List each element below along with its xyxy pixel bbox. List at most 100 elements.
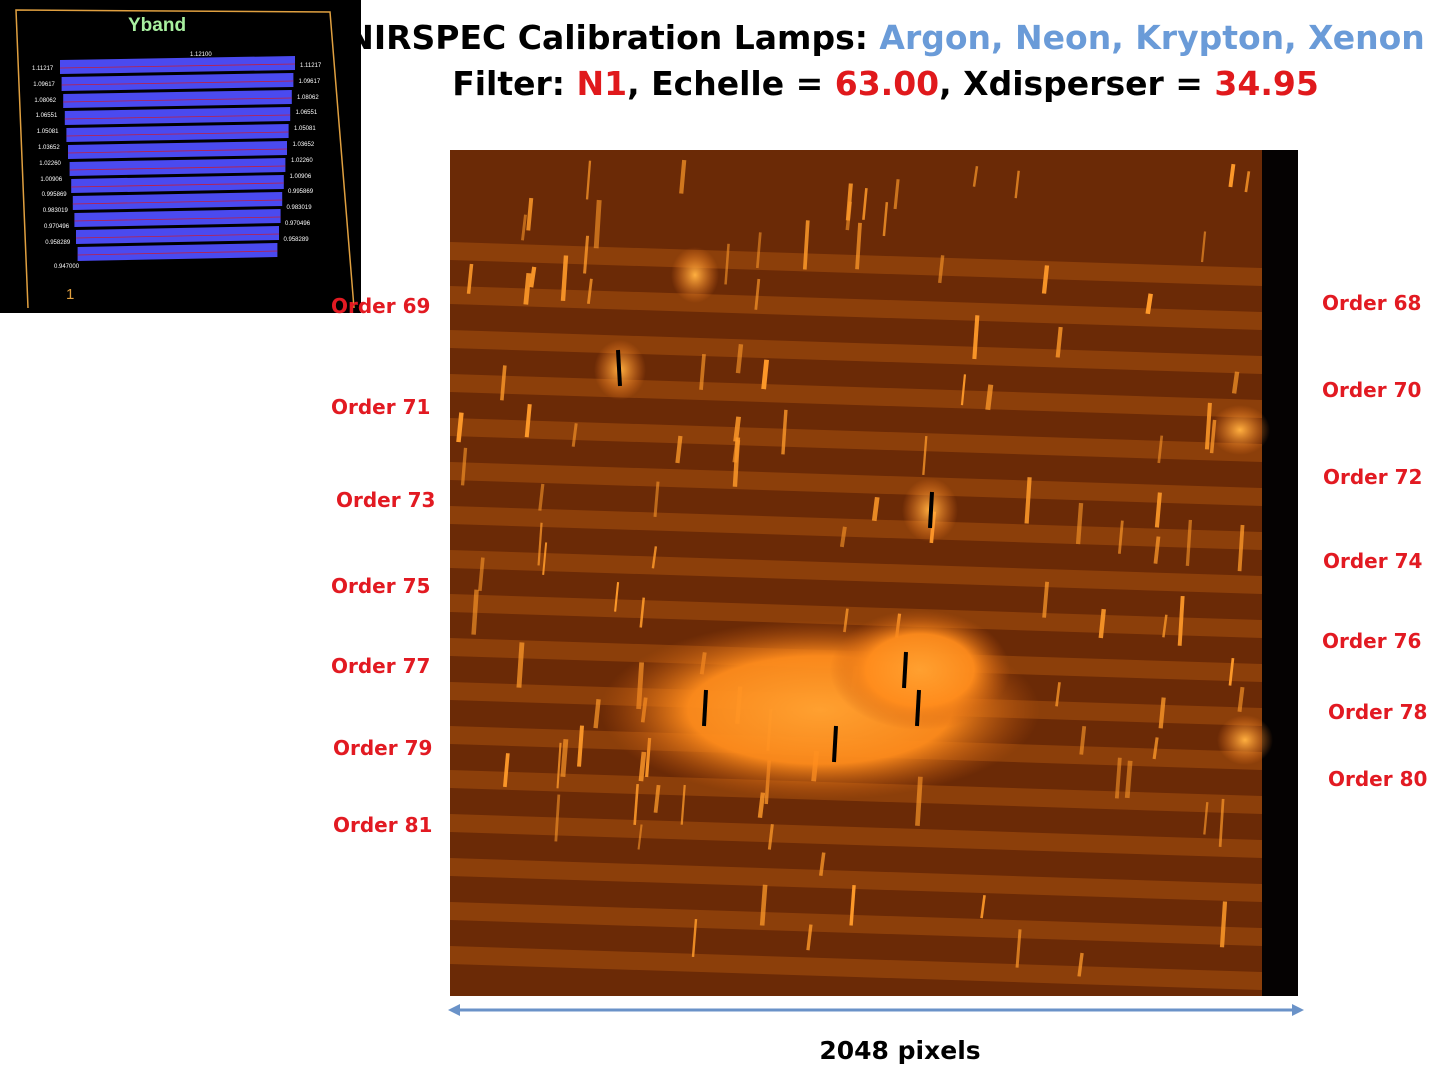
emission-line [871,496,880,522]
emission-line [1154,492,1162,528]
emission-line [614,582,620,612]
emission-line [637,824,643,850]
emission-line [1042,581,1050,618]
emission-line [1244,171,1251,193]
emission-line [521,214,527,241]
emission-line [767,824,774,850]
inset-left-value: 1.11217 [32,66,54,72]
order-label-right: Order 72 [1323,465,1423,489]
inset-order-divider [63,97,292,103]
emission-line [593,199,602,249]
emission-line [1177,595,1185,646]
inset-order-bar [68,141,287,159]
emission-line [587,278,593,304]
emission-line [1145,293,1153,315]
emission-line [1114,757,1122,799]
inset-order-divider [64,114,291,120]
width-arrow [448,1004,1304,1016]
inset-order-divider [69,165,286,171]
order-label-left: Order 75 [331,574,431,598]
emission-line [593,698,601,729]
inset-order-divider [67,148,288,154]
emission-line [556,742,562,789]
width-label: 2048 pixels [819,1036,981,1065]
emission-line [735,344,744,374]
order-label-right: Order 68 [1322,291,1422,315]
emission-line [759,884,768,926]
emission-line [1015,929,1022,968]
xdisperser-label: , Xdisperser = [939,64,1203,103]
emission-line [1152,737,1159,760]
order-label-right: Order 74 [1323,549,1423,573]
emission-line [577,725,585,767]
inset-right-value: 0.995869 [288,189,314,196]
emission-line [1153,536,1161,564]
emission-line [1077,952,1084,977]
filter-label: Filter: [452,64,565,103]
emission-line [500,365,507,401]
echellogram-image [450,150,1298,996]
emission-line [855,222,862,270]
inset-right-value: 1.00906 [289,173,312,180]
order-label-left: Order 73 [336,488,436,512]
emission-line [882,201,889,237]
inset-right-value: 1.08062 [297,94,319,101]
inset-order-bar [64,107,291,125]
emission-line [542,542,548,575]
inset-left-value: 1.03652 [38,145,60,151]
emission-line [456,412,464,443]
inset-right-value: 1.03652 [292,142,315,148]
inset-right-value: 1.05081 [294,126,316,133]
emission-line [1219,901,1228,948]
order-label-right: Order 78 [1328,700,1428,724]
emission-line [503,753,510,788]
emission-line [1055,326,1063,358]
emission-line [560,738,569,777]
filter-value: N1 [576,64,628,103]
spectral-order-band [450,286,1262,330]
order-label-left: Order 81 [333,813,433,837]
inset-left-value: 1.00906 [40,176,63,183]
emission-line [691,918,698,958]
echelle-value: 63.00 [834,64,940,103]
inset-right-value: 1.02260 [291,157,313,164]
emission-line [972,165,979,187]
emission-line [653,481,660,518]
emission-line [849,884,856,926]
emission-line [537,522,543,566]
inset-left-value: 0.983019 [42,208,68,215]
inset-order-bar [60,56,295,74]
inset-title: Yband [128,15,187,36]
emission-line [560,255,569,302]
inset-order-bar [72,192,283,210]
inset-left-value: 1.02260 [39,160,61,167]
emission-line [1075,502,1084,545]
emission-line [802,220,810,270]
inset-left-value: 1.06551 [35,113,58,120]
emission-line [1117,520,1124,554]
inset-left-value: 1.09617 [33,81,55,88]
emission-line [1158,697,1166,729]
emission-line [732,437,741,487]
inset-order-bar [69,158,286,176]
order-label-right: Order 70 [1322,378,1422,402]
inset-order-divider [71,182,284,188]
inset-left-value: 0.958289 [45,239,71,246]
inset-order-divider [72,199,283,205]
inset-left-value: 1.08062 [34,97,57,104]
inset-footer: 1 [66,286,75,303]
emission-line [1185,519,1193,566]
emission-line [1200,231,1207,263]
spectral-order-band [450,594,1262,638]
inset-order-divider [74,216,281,222]
settings-line: Filter: N1, Echelle = 63.00, Xdisperser … [330,64,1441,103]
emission-line [651,546,658,569]
spectral-order-band [450,374,1262,418]
emission-line [675,435,683,464]
emission-line [1024,477,1032,524]
emission-line [1204,402,1212,450]
spectral-order-band [450,814,1262,858]
inset-left-value: 0.995869 [41,192,67,199]
order-label-left: Order 79 [333,736,433,760]
spectral-order-band [450,902,1262,946]
